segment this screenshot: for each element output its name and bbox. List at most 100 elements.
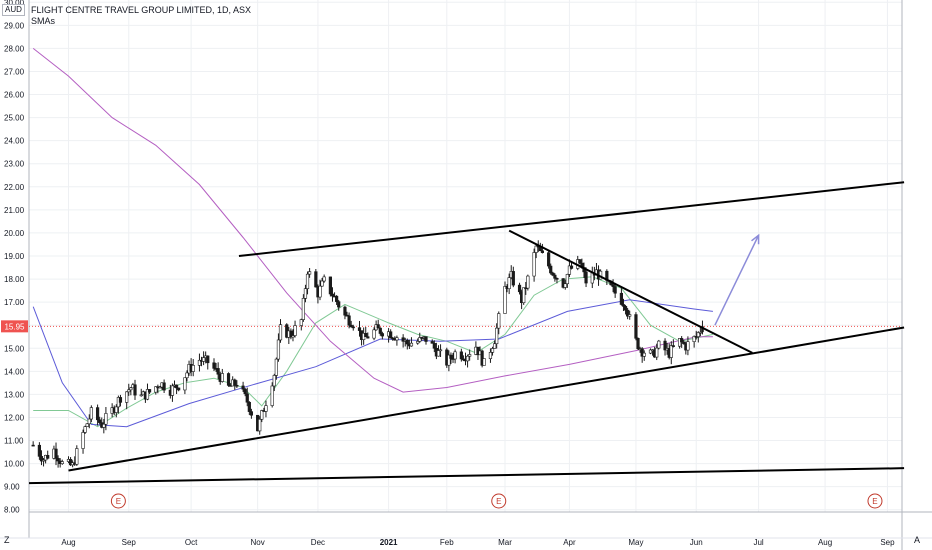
candle-up: [220, 373, 224, 382]
candle-up: [81, 432, 85, 449]
candle-down: [243, 388, 247, 395]
currency-badge[interactable]: AUD: [2, 4, 25, 16]
x-tick-label: Nov: [251, 538, 265, 547]
candle-up: [114, 406, 118, 413]
candle-up: [274, 358, 278, 376]
candle-up: [305, 273, 310, 289]
projection-arrow-shaft: [714, 234, 760, 326]
candle-up: [532, 252, 536, 277]
candle-down: [389, 331, 393, 339]
candle-down: [233, 379, 237, 386]
candle-up: [468, 354, 472, 357]
candle-up: [642, 352, 646, 357]
sma-line-0: [33, 276, 714, 428]
candle-down: [459, 351, 463, 360]
auto-scale-button[interactable]: A: [914, 535, 921, 545]
candle-down: [555, 277, 559, 280]
candle-down: [626, 309, 630, 317]
candle-down: [613, 286, 617, 294]
x-tick-label: Aug: [818, 538, 832, 547]
y-tick-label: 25.00: [4, 114, 25, 123]
y-tick-label: 14.00: [4, 367, 25, 376]
candle-up: [197, 359, 202, 366]
candle-up: [490, 348, 495, 353]
trendline-1: [68, 326, 905, 472]
candle-up: [104, 413, 108, 425]
candle-down: [682, 341, 686, 344]
candle-up: [139, 394, 143, 397]
y-tick-label: 28.00: [4, 44, 25, 53]
candle-up: [293, 325, 297, 336]
y-tick-label: 18.00: [4, 275, 25, 284]
projection-arrow-head: [751, 233, 760, 245]
candle-down: [364, 333, 368, 337]
candle-up: [301, 298, 305, 320]
candle-down: [547, 252, 551, 267]
x-tick-label: Jul: [753, 538, 763, 547]
candle-down: [347, 315, 351, 326]
earnings-marker-label: E: [496, 497, 501, 506]
candle-down: [337, 301, 341, 308]
candle-up: [145, 389, 150, 400]
candle-down: [39, 456, 44, 462]
candle-up: [272, 375, 276, 387]
candle-down: [619, 292, 623, 305]
candle-up: [418, 337, 422, 342]
candle-down: [31, 444, 35, 447]
candle-down: [701, 326, 704, 333]
candle-up: [276, 339, 281, 360]
candle-up: [129, 387, 133, 391]
candle-up: [154, 386, 158, 393]
candle-down: [56, 458, 60, 462]
x-tick-label: Oct: [185, 538, 198, 547]
earnings-marker-label: E: [872, 497, 877, 506]
x-tick-label: Sep: [122, 538, 137, 547]
candle-down: [671, 345, 675, 347]
candle-down: [540, 250, 545, 253]
candle-down: [328, 276, 332, 295]
candle-down: [569, 265, 574, 269]
candle-down: [551, 272, 555, 276]
y-tick-label: 17.00: [4, 298, 25, 307]
candle-down: [432, 343, 436, 349]
candle-up: [696, 332, 700, 337]
candle-down: [147, 389, 152, 393]
y-tick-label: 19.00: [4, 252, 25, 261]
candle-down: [380, 333, 384, 337]
candle-up: [158, 386, 162, 389]
candle-up: [409, 342, 414, 347]
candle-down: [54, 448, 58, 459]
earnings-marker: [867, 493, 883, 509]
x-tick-label: Jun: [690, 538, 703, 547]
zoom-button[interactable]: Z: [4, 535, 10, 545]
candle-up: [416, 341, 420, 344]
sma-line-2: [32, 48, 713, 393]
y-tick-label: 24.00: [4, 137, 25, 146]
candle-up: [170, 385, 175, 396]
candle-down: [366, 336, 370, 339]
candle-down: [289, 330, 293, 338]
candle-down: [420, 337, 424, 339]
candle-up: [692, 336, 696, 342]
candle-down: [37, 444, 41, 457]
y-tick-label: 23.00: [4, 160, 25, 169]
candle-down: [663, 340, 667, 351]
sma-line-1: [32, 299, 713, 428]
candle-down: [430, 341, 434, 344]
candle-up: [698, 331, 702, 334]
x-tick-label: Aug: [61, 538, 75, 547]
candle-down: [424, 336, 428, 342]
indicator-legend[interactable]: SMAs: [31, 16, 56, 26]
candle-up: [320, 280, 324, 287]
y-tick-label: 9.00: [4, 483, 20, 492]
y-tick-label: 27.00: [4, 67, 25, 76]
candle-up: [83, 426, 87, 433]
candle-down: [549, 265, 553, 274]
candle-down: [621, 304, 626, 307]
candle-up: [60, 461, 64, 464]
candle-up: [655, 347, 659, 358]
candle-up: [669, 345, 673, 358]
candle-up: [299, 319, 303, 326]
candle-up: [495, 327, 499, 345]
